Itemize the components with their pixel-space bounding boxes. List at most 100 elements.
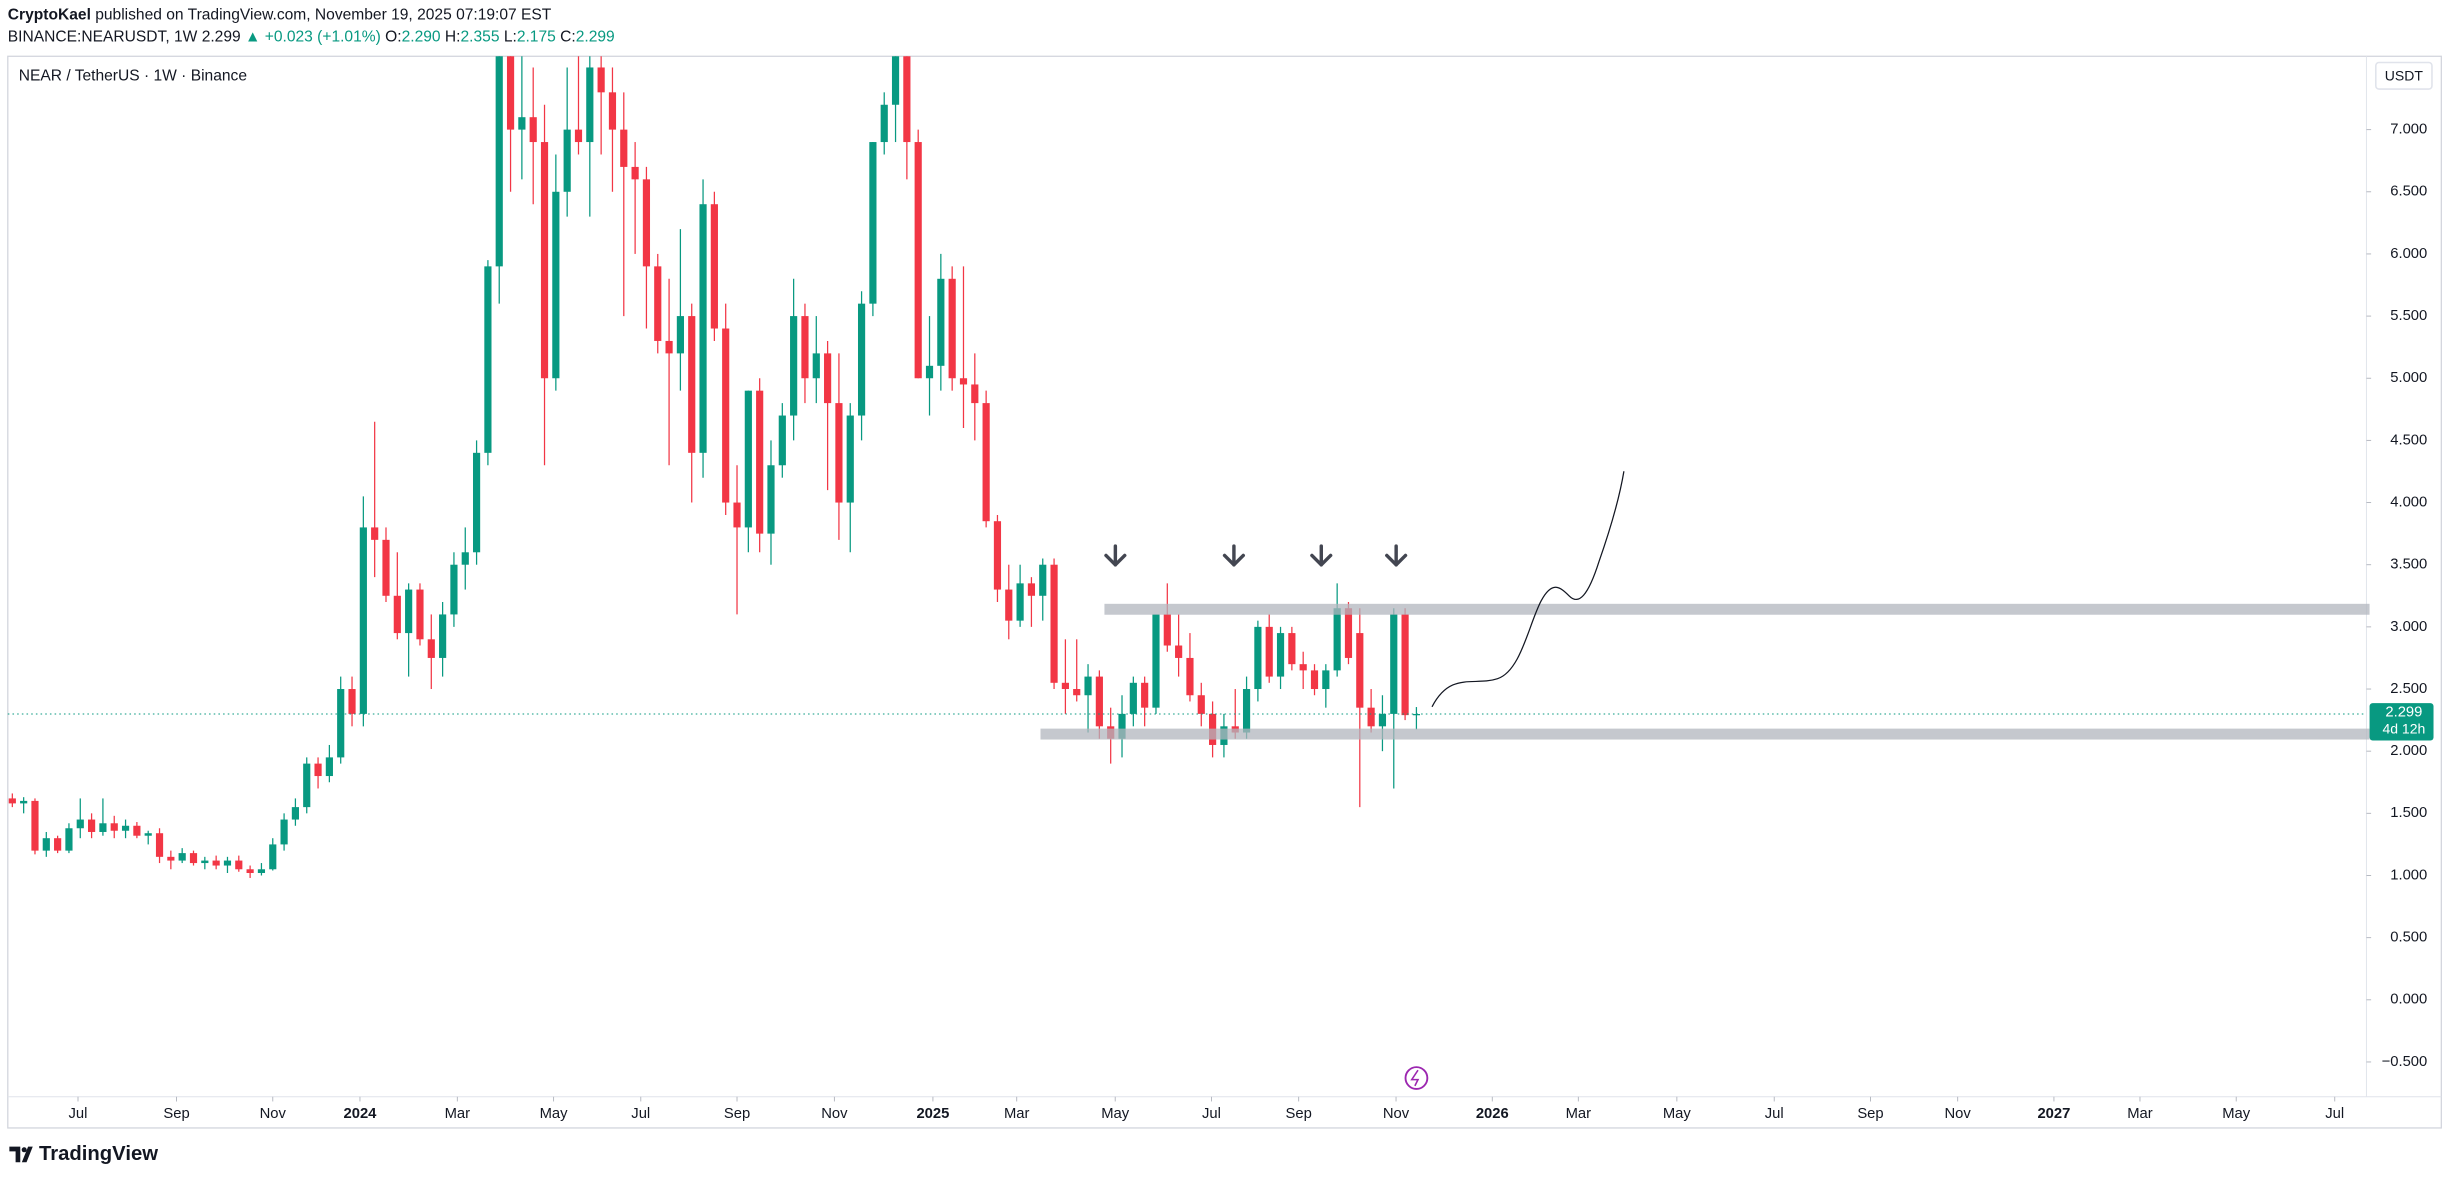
candle-body <box>1050 564 1058 683</box>
candle-body <box>359 527 367 714</box>
candle-body <box>1175 645 1183 658</box>
candle-body <box>824 353 832 404</box>
candle-body <box>76 819 84 829</box>
candle-body <box>1027 583 1036 596</box>
candle-body <box>1276 633 1285 677</box>
publisher: CryptoKael <box>8 7 91 24</box>
candle-body <box>20 800 28 804</box>
x-tick-label: May <box>2222 1106 2251 1122</box>
candle-body <box>699 204 707 453</box>
published: published on TradingView.com, November 1… <box>95 7 552 24</box>
candle-body <box>857 303 866 416</box>
candle-body <box>1061 682 1069 690</box>
candle-body <box>733 502 741 528</box>
x-tick-label: Jul <box>1202 1106 1221 1122</box>
y-tick-label: 6.500 <box>2390 184 2427 200</box>
candle-body <box>371 527 379 540</box>
candle-body <box>835 403 843 503</box>
candle-body <box>1197 695 1205 714</box>
candle-body <box>971 384 979 404</box>
candle-body <box>167 856 175 861</box>
candle-body <box>552 191 560 379</box>
event-icon <box>1404 1066 1429 1090</box>
candle-body <box>665 340 673 354</box>
candle-body <box>246 869 254 874</box>
x-tick-label: Jul <box>631 1106 650 1122</box>
candle-body <box>178 853 186 861</box>
chart-title: NEAR / TetherUS · 1W · Binance <box>19 68 247 85</box>
o-value: 2.290 <box>402 29 441 46</box>
candle-body <box>1344 608 1353 658</box>
arrow <box>1104 544 1127 567</box>
candle-body <box>948 278 956 379</box>
candle-body <box>314 763 322 777</box>
arrows <box>1104 544 1408 567</box>
candle-body <box>654 266 662 341</box>
header-line-2: BINANCE:NEARUSDT, 1W 2.299 ▲ +0.023 (+1.… <box>8 29 615 46</box>
x-tick-label: 2027 <box>2037 1106 2070 1122</box>
x-tick-label: Sep <box>163 1106 189 1122</box>
h-label: H: <box>445 29 461 46</box>
x-tick-label: May <box>540 1106 569 1122</box>
candle-body <box>1039 564 1047 596</box>
candle-body <box>1129 682 1137 714</box>
candle-body <box>280 819 288 845</box>
y-tick-label: 2.000 <box>2390 743 2427 759</box>
y-tick-label: 7.000 <box>2390 122 2427 138</box>
candle-body <box>778 415 786 466</box>
logo-mark <box>9 1146 33 1163</box>
candle-body <box>1265 626 1273 677</box>
candle-body <box>133 825 141 836</box>
x-tick-label: Mar <box>2127 1106 2153 1122</box>
candle-body <box>189 853 198 864</box>
y-tick-label: 0.500 <box>2390 930 2427 946</box>
candle-body <box>959 378 968 385</box>
candle-body <box>291 807 299 820</box>
candle-body <box>257 869 266 874</box>
candle-body <box>586 67 594 143</box>
x-tick-label: Nov <box>1383 1106 1410 1122</box>
candle-body <box>54 838 62 851</box>
currency: USDT <box>2385 67 2424 83</box>
x-tick-label: Sep <box>1857 1106 1883 1122</box>
candle-body <box>325 757 333 777</box>
candle-body <box>88 819 96 832</box>
candle-body <box>348 689 356 714</box>
candle-body <box>269 844 277 870</box>
x-tick-label: Nov <box>821 1106 848 1122</box>
candle-body <box>914 142 922 379</box>
footer-logo <box>9 1146 33 1163</box>
candle-body <box>1141 682 1149 708</box>
candle-body <box>99 823 107 832</box>
candle-body <box>1254 626 1262 690</box>
candle-body <box>427 639 435 658</box>
candle-body <box>1310 670 1319 690</box>
candle-body <box>982 403 990 522</box>
candle-body <box>1378 713 1387 727</box>
candle-body <box>1356 633 1364 708</box>
candle-body <box>812 353 820 379</box>
candle-body <box>393 595 401 634</box>
x-tick-label: Mar <box>445 1106 471 1122</box>
candle-body <box>461 552 469 565</box>
candle-body <box>1390 614 1398 714</box>
candle-body <box>303 763 311 808</box>
y-tick-label: 4.000 <box>2390 494 2427 510</box>
y-tick-label: −0.500 <box>2382 1054 2428 1070</box>
y-tick-label: 4.500 <box>2390 432 2427 448</box>
candle-body <box>790 316 798 416</box>
candle-body <box>235 860 243 870</box>
arrow <box>1310 544 1333 567</box>
candle-body <box>8 798 16 804</box>
candle-body <box>450 564 458 615</box>
candle-body <box>1186 657 1194 696</box>
candle-body <box>744 390 752 528</box>
candle-body <box>1163 614 1171 646</box>
candle-body <box>1333 608 1341 671</box>
event-icon-bolt <box>1410 1069 1420 1087</box>
arrow <box>1222 544 1245 567</box>
candle-body <box>1073 689 1081 696</box>
candle-body <box>891 56 900 105</box>
candle-body <box>903 56 911 143</box>
